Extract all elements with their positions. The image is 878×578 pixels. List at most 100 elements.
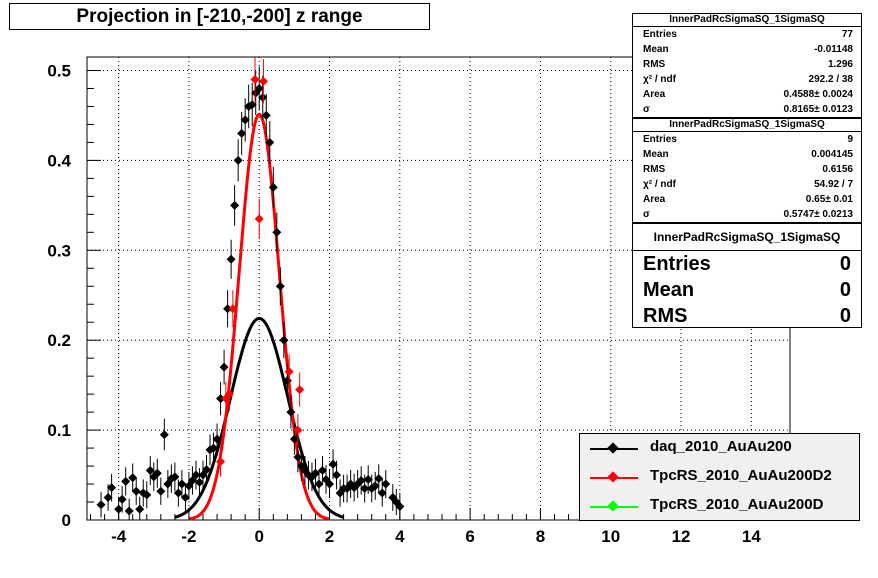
fit-curves bbox=[174, 112, 345, 521]
data-point bbox=[258, 76, 268, 86]
data-point bbox=[224, 389, 234, 399]
data-point bbox=[325, 479, 335, 489]
data-point bbox=[216, 394, 226, 404]
y-tick-label: 0.5 bbox=[47, 61, 71, 80]
data-point bbox=[374, 474, 384, 484]
legend: daq_2010_AuAu200 TpcRS_2010_AuAu200D2 Tp… bbox=[579, 433, 860, 521]
data-point bbox=[381, 479, 391, 489]
stats-row-entries: Entries 0 bbox=[643, 253, 851, 275]
data-point bbox=[228, 304, 238, 314]
data-point bbox=[310, 468, 320, 478]
stats-row-mean: Mean 0.004145 bbox=[643, 149, 853, 160]
x-tick-label: -4 bbox=[111, 527, 127, 546]
data-point bbox=[279, 335, 289, 345]
x-tick-label: 12 bbox=[672, 527, 691, 546]
legend-diamond-icon bbox=[607, 471, 619, 483]
x-tick-label: 0 bbox=[255, 527, 264, 546]
y-tick-label: 0.1 bbox=[47, 421, 71, 440]
stats-row-mean: Mean -0.01148 bbox=[643, 44, 853, 55]
legend-label: TpcRS_2010_AuAu200D2 bbox=[650, 467, 832, 484]
data-point bbox=[332, 470, 342, 480]
data-point bbox=[247, 100, 257, 110]
data-point bbox=[233, 155, 243, 165]
data-point bbox=[370, 481, 380, 491]
data-point bbox=[173, 488, 183, 498]
data-point bbox=[314, 479, 324, 489]
stats-row-chi2: χ² / ndf 292.2 / 38 bbox=[643, 74, 853, 85]
data-point bbox=[180, 493, 190, 503]
data-point bbox=[240, 115, 250, 125]
data-point bbox=[145, 466, 155, 476]
stats-row-mean: Mean 0 bbox=[643, 279, 851, 301]
data-point bbox=[135, 504, 145, 514]
stats-row-area: Area 0.4588± 0.0024 bbox=[643, 89, 853, 100]
y-tick-label: 0.2 bbox=[47, 331, 71, 350]
stats-box-daq: InnerPadRcSigmaSQ_1SigmaSQ Entries 77 Mea… bbox=[632, 13, 862, 118]
data-point bbox=[216, 457, 226, 467]
data-point bbox=[226, 254, 236, 264]
data-point bbox=[318, 466, 328, 476]
data-point bbox=[159, 430, 169, 440]
x-tick-label: 2 bbox=[325, 527, 334, 546]
legend-diamond-icon bbox=[607, 500, 619, 512]
data-point bbox=[152, 468, 162, 478]
data-point bbox=[194, 477, 204, 487]
data-point bbox=[265, 137, 275, 147]
data-point bbox=[223, 304, 233, 314]
data-point bbox=[328, 459, 338, 469]
data-point bbox=[254, 83, 264, 93]
x-tick-label: 4 bbox=[395, 527, 405, 546]
stats-box-tpcrs-d2: InnerPadRcSigmaSQ_1SigmaSQ Entries 9 Mean… bbox=[632, 118, 862, 223]
fit-curve-daq_2010_AuAu200 bbox=[174, 317, 345, 519]
legend-label: daq_2010_AuAu200 bbox=[650, 438, 792, 455]
data-point bbox=[293, 425, 303, 435]
data-point bbox=[275, 281, 285, 291]
data-point bbox=[177, 479, 187, 489]
data-point bbox=[272, 227, 282, 237]
x-tick-label: -2 bbox=[181, 527, 196, 546]
data-point bbox=[142, 490, 152, 500]
data-point bbox=[258, 92, 268, 102]
y-tick-label: 0.4 bbox=[47, 151, 71, 170]
x-tick-label: 8 bbox=[536, 527, 545, 546]
data-point bbox=[156, 486, 166, 496]
legend-diamond-icon bbox=[607, 442, 619, 454]
data-point bbox=[395, 502, 405, 512]
stats-row-sigma: σ 0.8165± 0.0123 bbox=[643, 104, 853, 115]
stats-row-area: Area 0.65± 0.01 bbox=[643, 194, 853, 205]
data-point bbox=[202, 465, 212, 475]
data-point bbox=[209, 443, 219, 453]
data-point bbox=[268, 182, 278, 192]
x-tick-label: 10 bbox=[601, 527, 620, 546]
data-point bbox=[128, 473, 138, 483]
data-point bbox=[124, 506, 134, 516]
data-point bbox=[254, 214, 264, 224]
stats-row-entries: Entries 77 bbox=[643, 29, 853, 40]
data-point bbox=[293, 452, 303, 462]
fit-curve-TpcRS_2010_AuAu200D2 bbox=[188, 112, 330, 521]
legend-label: TpcRS_2010_AuAu200D bbox=[650, 496, 824, 513]
y-tick-label: 0.3 bbox=[47, 241, 71, 260]
data-point bbox=[295, 385, 305, 395]
legend-item-tpcrs-d: TpcRS_2010_AuAu200D bbox=[580, 492, 859, 521]
x-tick-label: 6 bbox=[465, 527, 474, 546]
data-point bbox=[191, 470, 201, 480]
stats-row-rms: RMS 0 bbox=[643, 305, 851, 327]
data-point bbox=[356, 475, 366, 485]
data-point bbox=[289, 434, 299, 444]
legend-item-daq: daq_2010_AuAu200 bbox=[580, 434, 859, 463]
data-point bbox=[286, 407, 296, 417]
stats-row-chi2: χ² / ndf 54.92 / 7 bbox=[643, 179, 853, 190]
data-point bbox=[219, 362, 229, 372]
data-point bbox=[212, 434, 222, 444]
stats-box-title: InnerPadRcSigmaSQ_1SigmaSQ bbox=[633, 224, 861, 251]
data-point bbox=[121, 476, 131, 486]
stats-box-title: InnerPadRcSigmaSQ_1SigmaSQ bbox=[633, 14, 861, 27]
data-point bbox=[103, 493, 113, 503]
data-point bbox=[170, 472, 180, 482]
legend-item-tpcrs-d2: TpcRS_2010_AuAu200D2 bbox=[580, 463, 859, 492]
data-point bbox=[250, 74, 260, 84]
data-point bbox=[284, 367, 294, 377]
data-point bbox=[377, 488, 387, 498]
stats-row-rms: RMS 1.296 bbox=[643, 59, 853, 70]
